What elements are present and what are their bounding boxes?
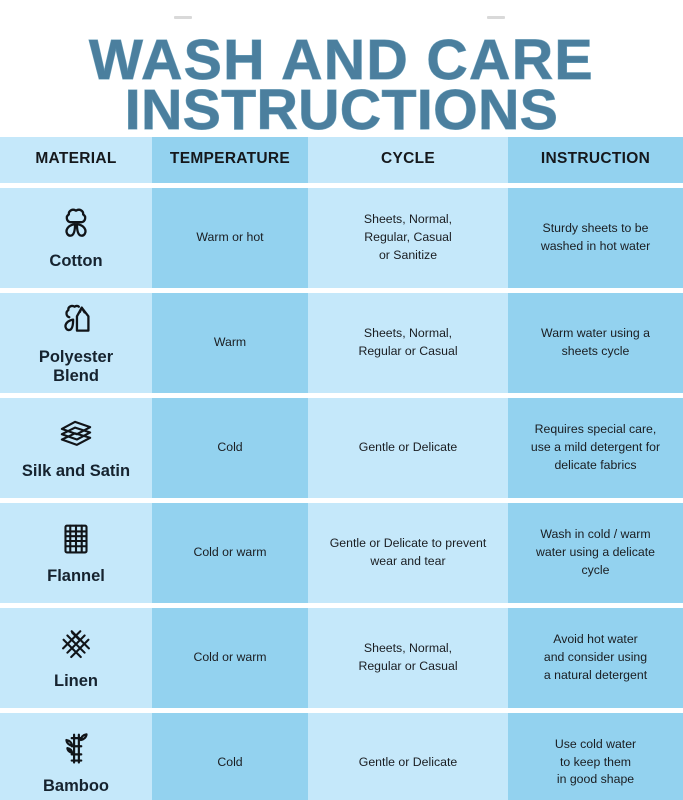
material-cell: Bamboo bbox=[0, 713, 152, 800]
column-header-instruction: INSTRUCTION bbox=[508, 137, 683, 183]
instruction-text: Wash in cold / warm water using a delica… bbox=[536, 527, 655, 577]
temperature-cell: Cold or warm bbox=[152, 608, 308, 708]
material-name: Bamboo bbox=[43, 776, 109, 795]
column-header-cycle: CYCLE bbox=[308, 137, 508, 183]
cycle-text: Gentle or Delicate to prevent wear and t… bbox=[329, 536, 487, 568]
cycle-cell: Sheets, Normal, Regular or Casual bbox=[308, 608, 508, 708]
wash-care-table: MATERIAL TEMPERATURE CYCLE INSTRUCTION bbox=[0, 137, 683, 800]
table-row: Cotton Warm or hot Sheets, Normal, Regul… bbox=[0, 188, 683, 293]
cycle-cell: Gentle or Delicate bbox=[308, 713, 508, 800]
instruction-text: Requires special care, use a mild deterg… bbox=[530, 422, 661, 472]
temperature-cell: Cold or warm bbox=[152, 503, 308, 603]
bamboo-stalk-icon bbox=[53, 730, 99, 772]
material-name: Polyester Blend bbox=[38, 348, 114, 385]
temperature-text: Cold bbox=[217, 754, 243, 769]
instruction-cell: Sturdy sheets to be washed in hot water bbox=[508, 188, 683, 288]
temperature-cell: Warm bbox=[152, 293, 308, 393]
folded-fabric-stack-icon bbox=[53, 415, 99, 457]
table-header-row: MATERIAL TEMPERATURE CYCLE INSTRUCTION bbox=[0, 137, 683, 188]
woven-crosshatch-icon bbox=[53, 625, 99, 667]
temperature-cell: Warm or hot bbox=[152, 188, 308, 288]
instruction-cell: Avoid hot water and consider using a nat… bbox=[508, 608, 683, 708]
instruction-cell: Wash in cold / warm water using a delica… bbox=[508, 503, 683, 603]
temperature-text: Warm bbox=[213, 335, 247, 350]
decorative-tick-left bbox=[174, 16, 192, 19]
cycle-text: Gentle or Delicate bbox=[358, 754, 458, 769]
table-row: Polyester Blend Warm Sheets, Normal, Reg… bbox=[0, 293, 683, 398]
cycle-cell: Sheets, Normal, Regular or Casual bbox=[308, 293, 508, 393]
cotton-boll-icon bbox=[53, 205, 99, 247]
material-name: Flannel bbox=[47, 567, 105, 586]
material-cell: Flannel bbox=[0, 503, 152, 603]
decorative-tick-right bbox=[487, 16, 505, 19]
material-cell: Polyester Blend bbox=[0, 293, 152, 393]
instruction-text: Warm water using a sheets cycle bbox=[541, 326, 650, 358]
cycle-text: Sheets, Normal, Regular or Casual bbox=[358, 326, 458, 358]
instruction-cell: Requires special care, use a mild deterg… bbox=[508, 398, 683, 498]
instruction-cell: Use cold water to keep them in good shap… bbox=[508, 713, 683, 800]
temperature-text: Cold or warm bbox=[193, 650, 267, 665]
material-cell: Silk and Satin bbox=[0, 398, 152, 498]
material-name: Silk and Satin bbox=[21, 462, 131, 481]
temperature-cell: Cold bbox=[152, 713, 308, 800]
temperature-text: Cold bbox=[217, 440, 243, 455]
material-cell: Linen bbox=[0, 608, 152, 708]
column-header-material-label: MATERIAL bbox=[35, 150, 117, 167]
table-row: Silk and Satin Cold Gentle or Delicate R… bbox=[0, 398, 683, 503]
temperature-text: Warm or hot bbox=[196, 230, 264, 245]
plaid-grid-icon bbox=[53, 520, 99, 562]
instruction-text: Avoid hot water and consider using a nat… bbox=[543, 632, 648, 682]
page-title: WASH AND CARE INSTRUCTIONS bbox=[0, 28, 683, 142]
cycle-text: Sheets, Normal, Regular or Casual bbox=[358, 641, 458, 673]
cycle-cell: Sheets, Normal, Regular, Casual or Sanit… bbox=[308, 188, 508, 288]
material-name: Cotton bbox=[49, 252, 103, 271]
polyester-blend-icon bbox=[53, 301, 99, 343]
instruction-cell: Warm water using a sheets cycle bbox=[508, 293, 683, 393]
temperature-cell: Cold bbox=[152, 398, 308, 498]
column-header-material: MATERIAL bbox=[0, 137, 152, 183]
column-header-cycle-label: CYCLE bbox=[380, 150, 436, 167]
cycle-text: Gentle or Delicate bbox=[358, 440, 458, 455]
instruction-text: Sturdy sheets to be washed in hot water bbox=[540, 221, 651, 253]
cycle-text: Sheets, Normal, Regular, Casual or Sanit… bbox=[363, 212, 453, 262]
column-header-temperature: TEMPERATURE bbox=[152, 137, 308, 183]
instruction-text: Use cold water to keep them in good shap… bbox=[554, 736, 637, 787]
column-header-instruction-label: INSTRUCTION bbox=[540, 150, 651, 167]
column-header-temperature-label: TEMPERATURE bbox=[169, 150, 291, 167]
temperature-text: Cold or warm bbox=[193, 545, 267, 560]
page-title-line-1: WASH AND CARE bbox=[88, 28, 595, 92]
cycle-cell: Gentle or Delicate bbox=[308, 398, 508, 498]
page-title-line-2: INSTRUCTIONS bbox=[124, 77, 559, 142]
table-row: Flannel Cold or warm Gentle or Delicate … bbox=[0, 503, 683, 608]
cycle-cell: Gentle or Delicate to prevent wear and t… bbox=[308, 503, 508, 603]
table-row: Linen Cold or warm Sheets, Normal, Regul… bbox=[0, 608, 683, 713]
table-row: Bamboo Cold Gentle or Delicate Use cold … bbox=[0, 713, 683, 800]
material-cell: Cotton bbox=[0, 188, 152, 288]
material-name: Linen bbox=[54, 672, 98, 691]
